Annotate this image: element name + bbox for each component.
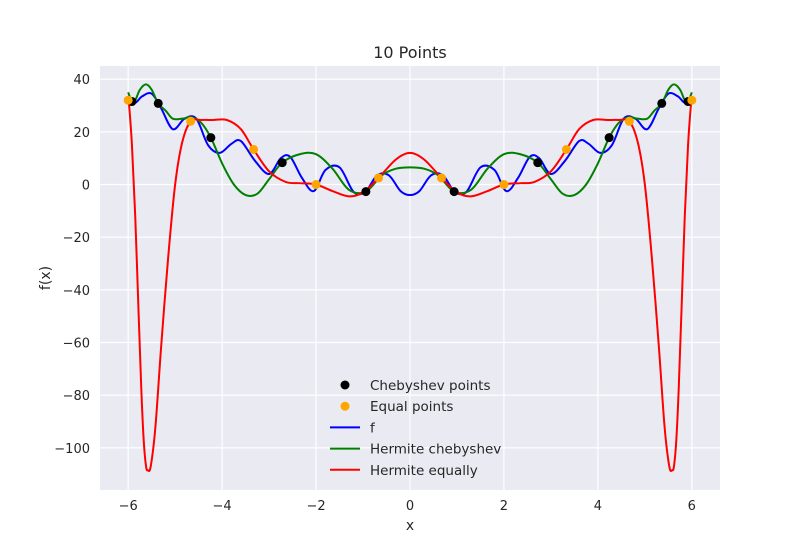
y-tick-label: −80: [63, 389, 90, 404]
chebyshev-point: [657, 98, 667, 108]
y-axis-label: f(x): [38, 266, 54, 290]
x-tick-labels: −6 −4 −2 0 2 4 6: [119, 499, 696, 514]
chebyshev-point: [206, 133, 216, 143]
equal-point: [499, 180, 509, 190]
chebyshev-point: [533, 158, 543, 168]
chebyshev-point: [604, 133, 614, 143]
equal-point: [624, 116, 634, 126]
series-line-hermite-equally: [127, 99, 693, 472]
x-tick-label: 6: [688, 499, 696, 514]
y-tick-label: 40: [73, 73, 90, 88]
y-tick-label: −20: [63, 231, 90, 246]
y-tick-label: −100: [54, 442, 90, 457]
equal-point: [311, 180, 321, 190]
chebyshev-point: [361, 187, 371, 197]
legend-marker: [340, 401, 350, 411]
x-tick-label: −2: [306, 499, 325, 514]
legend-label: Hermite chebyshev: [370, 442, 501, 458]
y-tick-label: 20: [73, 126, 90, 141]
series-lines: [127, 83, 693, 472]
x-tick-label: 4: [594, 499, 602, 514]
legend-label: Equal points: [370, 399, 453, 415]
equal-point: [436, 173, 446, 183]
legend-label: Chebyshev points: [370, 378, 491, 394]
equal-point: [374, 173, 384, 183]
legend-label: Hermite equally: [370, 463, 478, 479]
legend-label: f: [370, 420, 376, 436]
legend-marker: [340, 380, 350, 390]
equal-point: [561, 144, 571, 154]
y-tick-labels: −100 −80 −60 −40 −20 0 20 40: [54, 73, 90, 457]
equal-point: [186, 116, 196, 126]
y-tick-label: −40: [63, 284, 90, 299]
x-tick-label: 0: [406, 499, 414, 514]
equal-point: [687, 95, 697, 105]
y-tick-label: 0: [82, 179, 90, 194]
equal-point: [123, 95, 133, 105]
chebyshev-point: [153, 98, 163, 108]
x-tick-label: 2: [500, 499, 508, 514]
series-points: [123, 95, 697, 197]
grid: [100, 66, 720, 490]
chart-title: 10 Points: [373, 43, 447, 62]
equal-point: [249, 144, 259, 154]
y-tick-label: −60: [63, 337, 90, 352]
series-line-f: [127, 92, 693, 197]
legend: Chebyshev points Equal points f Hermite che…: [330, 378, 501, 479]
chebyshev-point: [277, 158, 287, 168]
series-line-hermite-chebyshev: [127, 83, 693, 197]
x-tick-label: −6: [119, 499, 138, 514]
x-tick-label: −4: [213, 499, 232, 514]
chebyshev-point: [449, 187, 459, 197]
x-axis-label: x: [406, 518, 414, 534]
